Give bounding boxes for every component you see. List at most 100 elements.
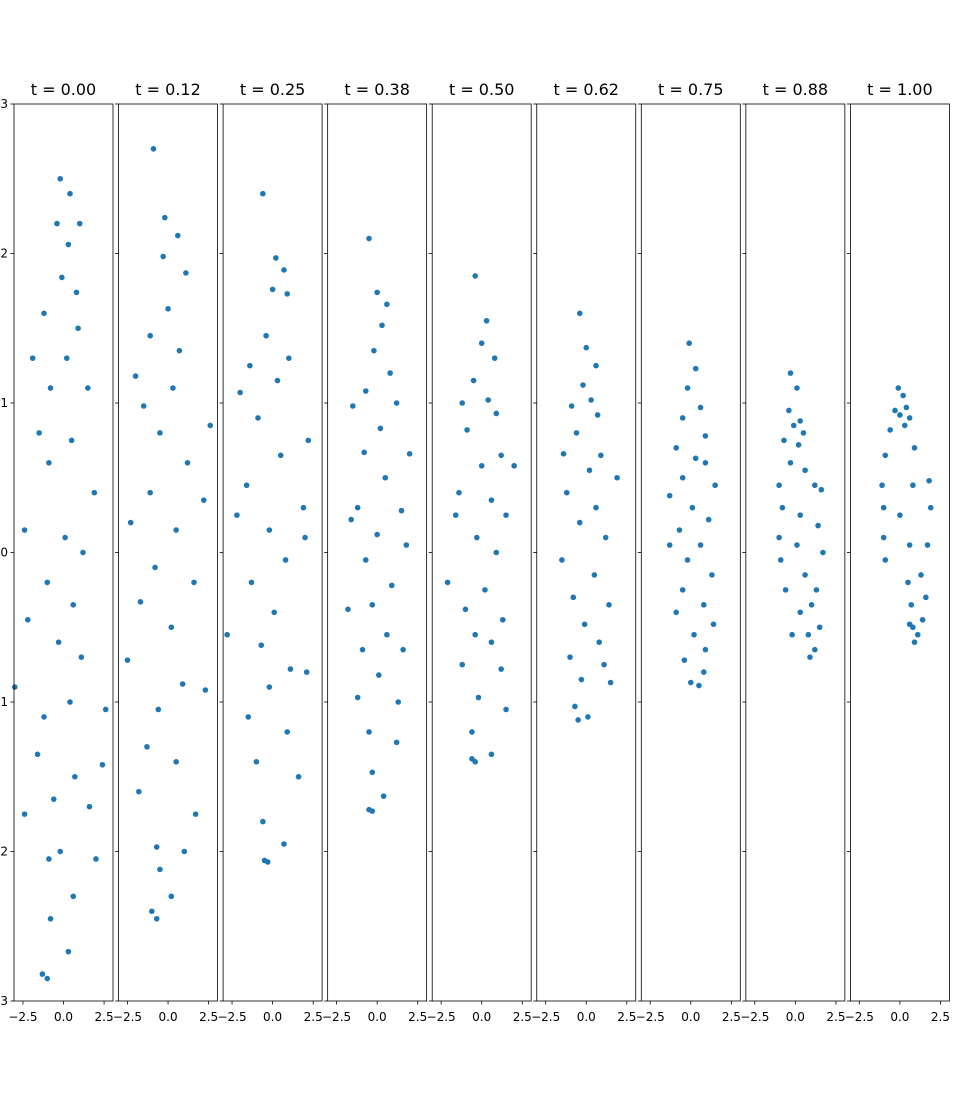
point [200, 497, 207, 503]
x-tick-label: 0.0 [786, 1010, 805, 1024]
point [790, 422, 797, 429]
point [362, 557, 369, 563]
axes-frame [745, 103, 846, 1002]
point [901, 422, 908, 429]
point [781, 437, 787, 444]
point [59, 274, 65, 281]
point [576, 519, 583, 526]
point [776, 482, 782, 489]
point [192, 811, 199, 817]
point [666, 492, 673, 499]
x-tick-label: 0.0 [159, 1010, 178, 1024]
x-tick-label: 0.0 [577, 1010, 596, 1024]
point [78, 654, 85, 660]
point [498, 666, 504, 672]
point [50, 796, 57, 802]
axes-frame [222, 103, 323, 1002]
point [926, 477, 932, 484]
point [65, 241, 72, 248]
y-tick-label: 2 [0, 247, 8, 261]
point [21, 527, 28, 533]
point [63, 355, 70, 361]
point [369, 769, 376, 776]
point [444, 579, 451, 586]
point [362, 388, 369, 394]
point [273, 255, 279, 261]
point [794, 542, 800, 548]
point [127, 519, 134, 526]
point [398, 507, 405, 514]
point [795, 442, 802, 448]
point [284, 729, 291, 735]
point [34, 751, 41, 758]
point [207, 422, 214, 429]
axes-frame [850, 103, 950, 1002]
point [787, 370, 794, 376]
point [350, 403, 356, 409]
point [488, 639, 495, 645]
point [908, 602, 915, 608]
x-tick-label: −2.5 [636, 1010, 665, 1024]
point [777, 557, 784, 563]
point [813, 587, 820, 593]
point [503, 706, 509, 713]
point [155, 706, 162, 713]
point [160, 253, 166, 260]
point [583, 344, 590, 351]
point [147, 489, 153, 496]
point [36, 430, 42, 436]
point [794, 385, 800, 391]
point [911, 639, 918, 645]
point [302, 534, 308, 541]
point [29, 355, 36, 361]
point [472, 273, 479, 279]
point [354, 694, 361, 701]
point [782, 587, 789, 593]
point [176, 347, 183, 354]
point [152, 564, 158, 571]
point [258, 642, 265, 648]
point [284, 291, 291, 297]
point [578, 676, 585, 683]
axes-frame [640, 103, 741, 1002]
point [102, 706, 109, 713]
x-tick-label: −2.5 [740, 1010, 769, 1024]
point [797, 418, 804, 424]
point [696, 682, 702, 689]
point [776, 534, 782, 541]
point [354, 504, 361, 511]
point [224, 631, 230, 638]
point [607, 679, 614, 686]
point [86, 803, 93, 810]
point [483, 317, 490, 324]
point [474, 534, 480, 541]
point [65, 948, 72, 955]
x-tick-label: 2.5 [95, 1010, 114, 1024]
point [271, 609, 278, 616]
point [456, 489, 462, 496]
point [300, 504, 307, 511]
point [779, 504, 786, 511]
point [906, 542, 913, 548]
point [366, 729, 372, 735]
point [39, 971, 46, 977]
point [697, 542, 704, 548]
point [191, 579, 197, 586]
point [282, 557, 289, 563]
point [287, 666, 294, 672]
point [499, 616, 506, 623]
panel-title: t = 1.00 [867, 80, 932, 99]
point [691, 631, 697, 638]
panel-title: t = 0.62 [554, 80, 619, 99]
point [47, 385, 54, 391]
point [882, 557, 889, 563]
point [598, 452, 604, 459]
point [70, 893, 77, 900]
point [150, 146, 157, 152]
panel-title: t = 0.25 [240, 80, 305, 99]
point [377, 425, 384, 432]
point [44, 975, 51, 982]
point [248, 579, 255, 586]
point [374, 531, 380, 538]
point [892, 407, 898, 414]
